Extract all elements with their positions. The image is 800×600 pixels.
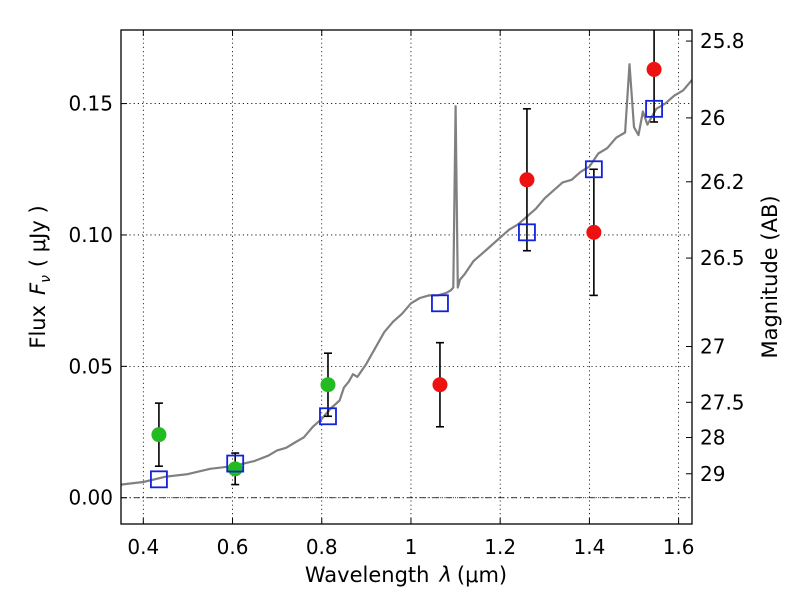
x-tick-label: 1.4 [573,535,605,559]
x-tick-label: 0.8 [306,535,338,559]
y2-tick-label: 25.8 [700,29,745,53]
x-tick-label: 1.6 [663,535,695,559]
x-tick-label: 1 [405,535,418,559]
y2-tick-label: 27 [700,335,725,359]
y-axis-ticks: 0.00 0.05 0.10 0.15 [68,92,127,510]
y-tick-label: 0.00 [68,486,113,510]
data-point [227,461,243,477]
y2-tick-label: 28 [700,426,725,450]
y-tick-label: 0.10 [68,223,113,247]
x-axis-label: Wavelength λ (μm) [305,563,507,587]
x-tick-label: 0.4 [127,535,159,559]
model-point [518,223,536,242]
y-axis-label: FluxFν( μJy ) [26,205,54,348]
markers-layer [150,61,663,489]
x-axis-ticks: 0.4 0.6 0.8 1 1.2 1.4 1.6 [127,30,695,559]
model-point [150,470,168,489]
data-point [432,377,448,393]
y2-tick-label: 26 [700,106,725,130]
model-point [645,99,663,118]
y2-tick-label: 27.5 [700,390,745,414]
error-bars-layer [154,30,659,486]
y2-axis-label: Magnitude (AB) [758,195,782,358]
data-point [586,224,602,240]
x-tick-label: 1.2 [484,535,516,559]
model-point [319,407,337,426]
x-tick-label: 0.6 [217,535,249,559]
grid-lines [121,30,692,524]
model-spectrum-line [121,63,692,486]
y-tick-label: 0.05 [68,354,113,378]
y2-tick-label: 26.5 [700,246,745,270]
model-point [584,160,603,179]
plot-frame [120,29,693,525]
y2-tick-label: 29 [700,462,725,486]
data-point [151,427,167,443]
data-point [519,172,535,188]
model-point [226,454,245,473]
data-point [320,377,336,393]
y-tick-label: 0.15 [68,92,113,116]
y2-tick-label: 26.2 [700,170,745,194]
model-point [431,294,449,313]
data-point [646,61,662,77]
y2-axis-ticks: 25.8 26 26.2 26.5 27 27.5 28 29 [686,29,745,486]
model-spectrum-layer [121,63,692,486]
